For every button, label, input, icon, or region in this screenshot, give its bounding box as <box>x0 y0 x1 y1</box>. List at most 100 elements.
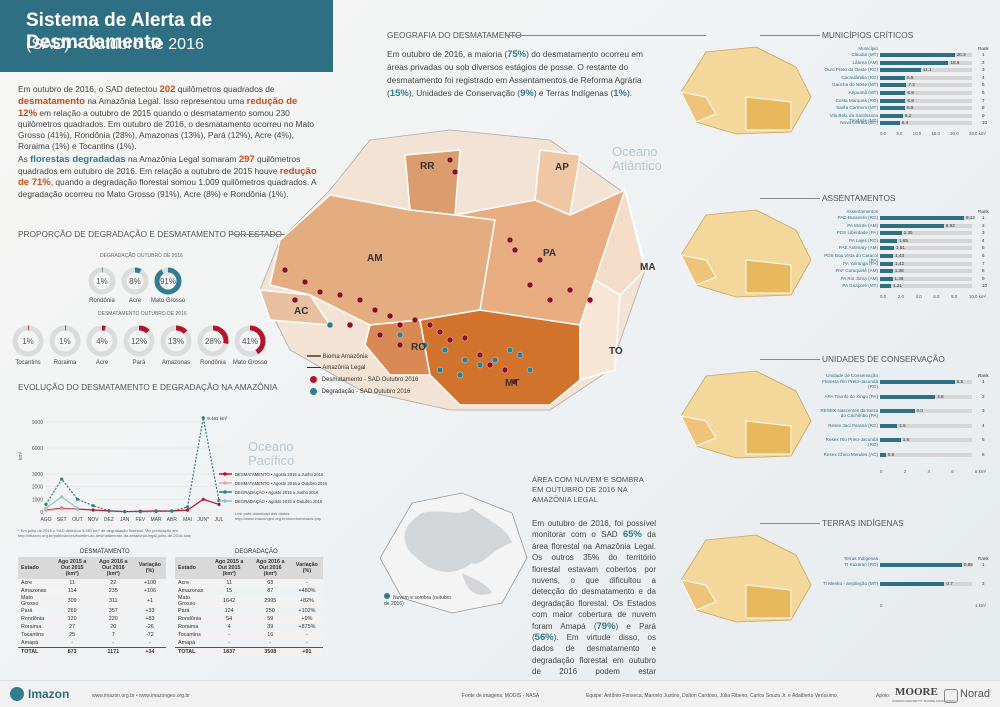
municipios-item-label: Gaúcha do Norte (MT) <box>832 82 878 88</box>
donut-des-2: 4% <box>86 325 118 357</box>
table-header: Ago 2016 a Out 2016 (km²) <box>92 557 134 579</box>
state-label-ma: MA <box>640 262 656 273</box>
municipios-bar <box>880 60 949 65</box>
municipios-rank: 9 <box>982 112 985 118</box>
terras-item-label: TI Kaxarari (RO) <box>844 562 878 567</box>
assentamentos-bar-value: 1.85 <box>899 237 908 243</box>
assentamentos-bar-value: 1.43 <box>895 253 905 258</box>
table-header: Ago 2015 a Out 2015 (km²) <box>51 557 93 579</box>
x-tick-label: JUN* <box>197 517 209 523</box>
municipios-bar-value: 6.8 <box>907 105 914 111</box>
deforestation-marker <box>346 321 354 329</box>
ucs-bar <box>880 394 936 399</box>
municipios-bar <box>880 68 921 73</box>
evolution-note: * Em julho de 2016 o SAD detectou 9.481 … <box>18 528 192 538</box>
legend-dot <box>223 481 227 485</box>
donut-label: Acre <box>95 360 109 366</box>
assentamentos-bar-value: 1.21 <box>893 283 903 289</box>
terras-item-label: TI Menkü - ampliação (MT) <box>822 581 878 586</box>
deforestation-marker <box>426 321 434 329</box>
x-tick-label: MAI <box>183 517 192 523</box>
legend-label: DEGRADAÇÃO • Agosto 2016 a Outubro 2016 <box>235 499 323 504</box>
municipios-bar-track <box>880 113 972 118</box>
table-row: Pará 124 250 +102% <box>178 608 316 614</box>
degradation-marker <box>476 361 484 369</box>
terras-col-b: Rank <box>978 556 989 561</box>
municipios-mini-map <box>680 46 812 135</box>
donut-label: Amazonas <box>161 360 191 366</box>
donut-arc <box>121 267 149 295</box>
legend-label: DEGRADAÇÃO • Agosto 2015 a Junho 2016 <box>235 490 319 495</box>
terras-bar <box>880 563 962 567</box>
assentamentos-bar-track <box>880 269 972 274</box>
assentamentos-bar-track <box>880 231 972 236</box>
assentamentos-axis: 0.0 2.0 4.0 6.0 8.0 10.0 km² <box>880 294 986 299</box>
download-link[interactable]: Link para download dos dados: http://www… <box>235 511 322 521</box>
state-to <box>579 278 621 381</box>
deforestation-marker <box>376 331 384 339</box>
degradation-caption: DEGRADAÇÃO OUTUBRO DE 2016 <box>100 253 183 259</box>
deforestation-marker <box>411 316 419 324</box>
donut-value: 12% <box>131 337 147 346</box>
donut-value: 41% <box>242 337 258 346</box>
deforestation-marker <box>546 296 554 304</box>
series-point <box>44 506 48 510</box>
table-total-row: TOTAL 1837 3508 +91 <box>175 647 323 656</box>
series-point <box>60 477 64 481</box>
state-label-ap: AP <box>555 162 569 173</box>
ucs-title: UNIDADES DE CONSERVAÇÃO <box>822 354 945 364</box>
ucs-bar-track <box>880 409 972 413</box>
municipios-item-label: Ouro Preto do Oeste (RO) <box>824 67 878 73</box>
table-header: Estado <box>175 557 209 579</box>
cloud-title: ÁREA COM NUVEM E SOMBRA EM OUTUBRO DE 20… <box>532 475 644 504</box>
series-point <box>217 502 221 506</box>
donut-des-0: 1% <box>12 325 44 357</box>
y-tick-label: 0 <box>40 510 43 516</box>
table-row: Rondônia 54 59 +9% <box>175 615 323 623</box>
ucs-rank: 1 <box>982 379 985 384</box>
assentamentos-item-label: PDS Boa Vista do Caracol (PA) <box>824 253 878 263</box>
donut-des-6: 41% <box>234 325 266 357</box>
municipios-bar <box>880 75 906 80</box>
y-axis-label: km² <box>18 451 24 460</box>
table-row: Tocantins 25 7 -72 <box>18 631 166 639</box>
deforestation-marker-icon <box>310 376 317 383</box>
series-point <box>201 416 205 420</box>
donut-label: Roraima <box>53 360 77 366</box>
donut-label: Rondônia <box>89 298 115 304</box>
ucs-bar-value: 1.5 <box>899 422 906 428</box>
donut-arc <box>154 267 182 295</box>
table-row: Roraima 27 20 -26 <box>21 624 154 630</box>
municipios-bar-track <box>880 106 972 111</box>
assentamentos-item-label: PAD Burareiro (RO) <box>837 215 879 220</box>
terras-bar <box>880 582 945 586</box>
municipios-bar-track <box>880 68 972 73</box>
y-tick-label: 9000 <box>32 420 43 426</box>
degradation-marker <box>326 321 334 329</box>
series-point <box>107 509 111 513</box>
footer-sites[interactable]: www.imazon.org.br • www.imazongeo.org.br <box>92 693 190 699</box>
series-point <box>170 509 174 513</box>
legend-dot <box>223 490 227 494</box>
assentamentos-bar <box>880 269 893 274</box>
municipios-item-label: Aripuanã (MT) <box>848 90 878 95</box>
assentamentos-bar-track <box>880 284 972 289</box>
legend-dot <box>223 472 227 476</box>
table-row: Acre 11 63- <box>175 579 323 587</box>
deforestation-marker <box>476 351 484 359</box>
y-tick-label: 1000 <box>32 497 43 503</box>
donut-value: 1% <box>59 337 71 346</box>
deforestation-marker <box>461 334 469 342</box>
state-label-am: AM <box>367 253 383 264</box>
x-tick-label: ABR <box>167 517 178 523</box>
legend-line-bioma <box>307 355 321 358</box>
assentamentos-bar <box>880 216 964 220</box>
donut-des-1: 1% <box>49 325 81 357</box>
state-label-ro: RO <box>411 342 426 353</box>
page-subtitle: (SAD) - Outubro de 2016 <box>26 36 204 53</box>
degradation-marker <box>456 371 464 379</box>
table-header: Ago 2016 a Out 2016 (km²) <box>249 557 291 579</box>
assentamentos-bar-value: 9.13 <box>965 215 975 220</box>
municipios-rank: 5 <box>982 82 985 88</box>
